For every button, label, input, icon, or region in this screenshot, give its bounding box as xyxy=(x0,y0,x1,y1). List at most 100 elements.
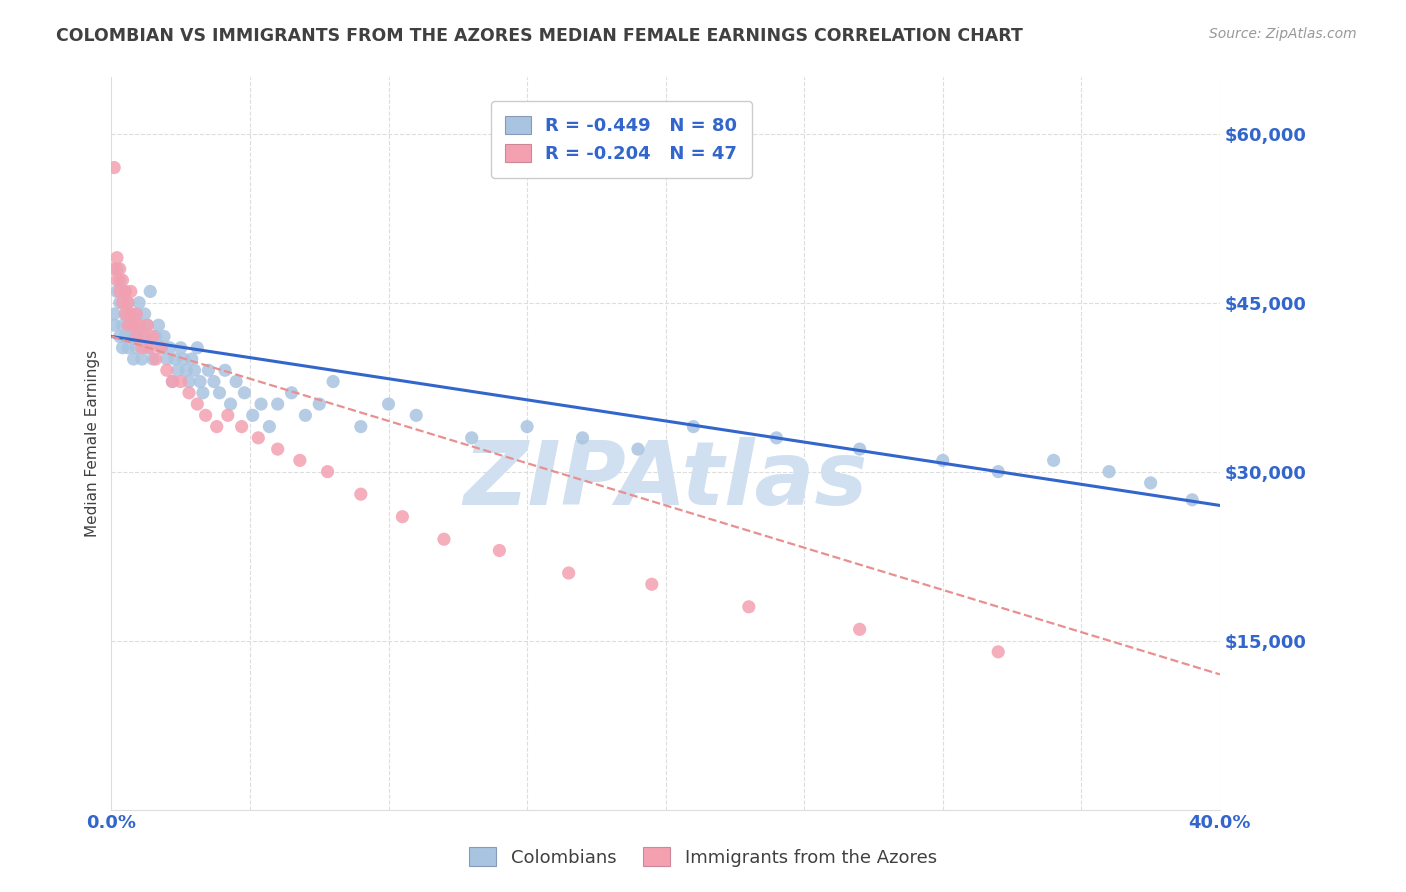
Point xyxy=(103,261,125,276)
Point xyxy=(150,341,173,355)
Point xyxy=(765,431,787,445)
Point xyxy=(125,307,148,321)
Point xyxy=(405,409,427,423)
Point xyxy=(194,409,217,423)
Point xyxy=(128,318,150,333)
Point xyxy=(177,385,200,400)
Point xyxy=(250,397,273,411)
Point xyxy=(117,318,139,333)
Point xyxy=(120,285,142,299)
Point xyxy=(188,375,211,389)
Point xyxy=(172,351,194,366)
Point xyxy=(177,375,200,389)
Point xyxy=(180,351,202,366)
Point xyxy=(108,329,131,343)
Point xyxy=(162,375,184,389)
Point xyxy=(197,363,219,377)
Point xyxy=(122,318,145,333)
Point xyxy=(145,329,167,343)
Point xyxy=(183,363,205,377)
Point xyxy=(136,318,159,333)
Point xyxy=(108,285,131,299)
Point xyxy=(159,341,181,355)
Point xyxy=(142,329,165,343)
Point xyxy=(136,318,159,333)
Point xyxy=(105,273,128,287)
Point xyxy=(186,397,208,411)
Point xyxy=(1042,453,1064,467)
Point xyxy=(167,363,190,377)
Point xyxy=(316,465,339,479)
Point xyxy=(120,307,142,321)
Point xyxy=(682,419,704,434)
Point xyxy=(433,533,456,547)
Point xyxy=(120,329,142,343)
Point xyxy=(225,375,247,389)
Point xyxy=(165,351,187,366)
Point xyxy=(108,295,131,310)
Point xyxy=(131,351,153,366)
Point xyxy=(848,623,870,637)
Point xyxy=(105,261,128,276)
Point xyxy=(350,487,373,501)
Point xyxy=(128,318,150,333)
Point xyxy=(571,431,593,445)
Point xyxy=(488,543,510,558)
Point xyxy=(191,385,214,400)
Point xyxy=(280,385,302,400)
Point xyxy=(134,329,156,343)
Point xyxy=(120,307,142,321)
Point xyxy=(377,397,399,411)
Point xyxy=(114,307,136,321)
Point xyxy=(105,285,128,299)
Point xyxy=(148,318,170,333)
Y-axis label: Median Female Earnings: Median Female Earnings xyxy=(86,350,100,537)
Point xyxy=(162,375,184,389)
Point xyxy=(1139,475,1161,490)
Point xyxy=(122,351,145,366)
Point xyxy=(108,261,131,276)
Point xyxy=(932,453,955,467)
Point xyxy=(131,341,153,355)
Point xyxy=(170,341,193,355)
Point xyxy=(111,273,134,287)
Point xyxy=(103,161,125,175)
Point xyxy=(108,273,131,287)
Point xyxy=(139,285,162,299)
Point xyxy=(170,375,193,389)
Point xyxy=(1098,465,1121,479)
Point xyxy=(122,318,145,333)
Point xyxy=(103,318,125,333)
Text: Source: ZipAtlas.com: Source: ZipAtlas.com xyxy=(1209,27,1357,41)
Point xyxy=(205,419,228,434)
Point xyxy=(122,329,145,343)
Text: COLOMBIAN VS IMMIGRANTS FROM THE AZORES MEDIAN FEMALE EARNINGS CORRELATION CHART: COLOMBIAN VS IMMIGRANTS FROM THE AZORES … xyxy=(56,27,1024,45)
Point xyxy=(217,409,239,423)
Point xyxy=(848,442,870,456)
Legend: R = -0.449   N = 80, R = -0.204   N = 47: R = -0.449 N = 80, R = -0.204 N = 47 xyxy=(491,101,752,178)
Point xyxy=(117,318,139,333)
Legend: Colombians, Immigrants from the Azores: Colombians, Immigrants from the Azores xyxy=(461,840,945,874)
Point xyxy=(186,341,208,355)
Point xyxy=(103,307,125,321)
Point xyxy=(111,295,134,310)
Point xyxy=(111,318,134,333)
Point xyxy=(156,351,179,366)
Point xyxy=(114,285,136,299)
Point xyxy=(134,307,156,321)
Point xyxy=(231,419,253,434)
Point xyxy=(117,295,139,310)
Point xyxy=(139,341,162,355)
Point xyxy=(202,375,225,389)
Point xyxy=(105,251,128,265)
Point xyxy=(247,431,270,445)
Point xyxy=(145,351,167,366)
Point xyxy=(1181,492,1204,507)
Point xyxy=(987,645,1010,659)
Point xyxy=(156,363,179,377)
Point xyxy=(114,285,136,299)
Point xyxy=(641,577,664,591)
Point xyxy=(214,363,236,377)
Point xyxy=(627,442,650,456)
Point xyxy=(267,397,290,411)
